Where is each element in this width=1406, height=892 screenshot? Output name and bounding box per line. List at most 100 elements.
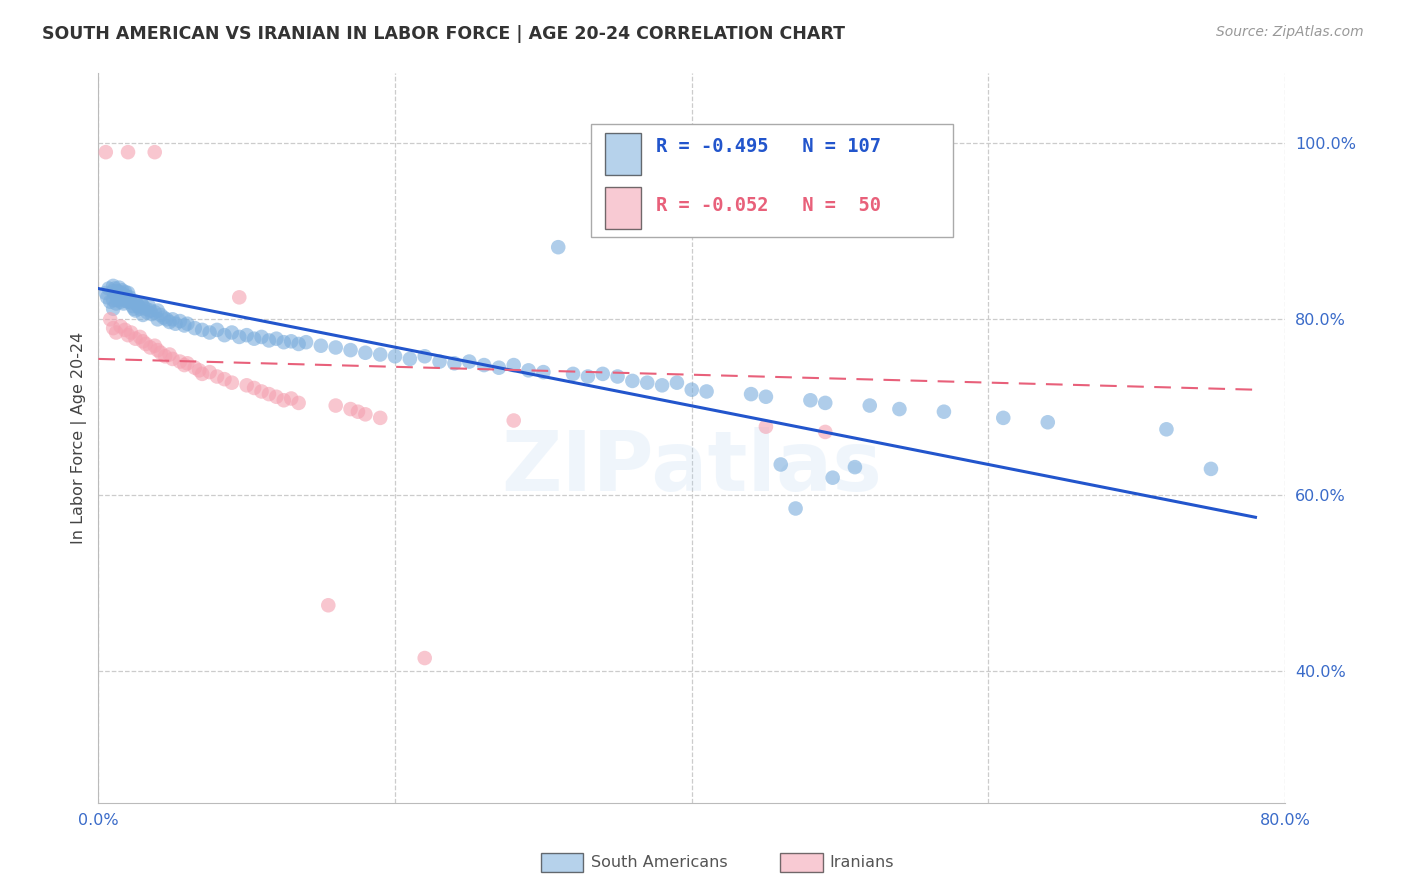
Point <box>108 289 131 303</box>
Text: SOUTH AMERICAN VS IRANIAN IN LABOR FORCE | AGE 20-24 CORRELATION CHART: SOUTH AMERICAN VS IRANIAN IN LABOR FORCE… <box>42 25 845 43</box>
FancyBboxPatch shape <box>605 187 641 229</box>
Point <box>135 301 157 316</box>
Point <box>354 408 377 422</box>
Point <box>117 285 139 300</box>
Point <box>162 312 184 326</box>
Point <box>250 330 273 344</box>
Point <box>266 332 288 346</box>
Point <box>413 651 436 665</box>
Text: Source: ZipAtlas.com: Source: ZipAtlas.com <box>1216 25 1364 39</box>
Point <box>146 303 169 318</box>
Text: ZIPatlas: ZIPatlas <box>502 426 882 508</box>
Point <box>347 405 370 419</box>
Point <box>295 335 318 350</box>
Point <box>531 365 554 379</box>
Point <box>103 284 125 298</box>
Point <box>146 312 169 326</box>
Point <box>110 319 132 334</box>
Point <box>368 347 391 361</box>
Point <box>184 360 207 375</box>
Point <box>108 280 131 294</box>
Point <box>725 219 748 234</box>
Point <box>155 312 177 326</box>
Point <box>740 387 762 401</box>
Point <box>429 354 451 368</box>
Point <box>250 384 273 399</box>
Point <box>1199 462 1222 476</box>
Point <box>235 378 257 392</box>
Point <box>152 310 174 325</box>
Point <box>125 296 148 310</box>
Point <box>665 376 688 390</box>
Point <box>98 312 121 326</box>
Point <box>173 358 195 372</box>
Point <box>785 501 807 516</box>
Point <box>110 294 132 309</box>
Point <box>169 354 191 368</box>
Point <box>162 351 184 366</box>
Point <box>859 399 882 413</box>
Point <box>149 308 172 322</box>
Point <box>257 334 280 348</box>
Point <box>993 410 1015 425</box>
Point <box>458 354 481 368</box>
Point <box>198 365 221 379</box>
Point <box>112 287 135 301</box>
Point <box>243 381 266 395</box>
Text: R = -0.495   N = 107: R = -0.495 N = 107 <box>657 137 882 156</box>
Point <box>132 334 155 349</box>
Point <box>755 390 778 404</box>
Point <box>235 328 257 343</box>
Point <box>110 285 132 300</box>
Point <box>1156 422 1178 436</box>
Point <box>889 402 911 417</box>
Point <box>384 349 406 363</box>
Point <box>111 283 134 297</box>
Point <box>103 321 125 335</box>
Point <box>121 299 143 313</box>
Point <box>173 318 195 333</box>
Point <box>844 460 866 475</box>
Point <box>104 281 127 295</box>
Point <box>96 290 118 304</box>
Point <box>94 145 117 160</box>
Point <box>114 323 136 337</box>
Point <box>266 390 288 404</box>
Point <box>413 349 436 363</box>
Point <box>122 301 145 316</box>
Point <box>128 301 150 316</box>
Point <box>141 307 163 321</box>
Point <box>132 299 155 313</box>
Point <box>472 358 495 372</box>
Point <box>105 287 128 301</box>
Point <box>176 356 198 370</box>
Point <box>769 458 792 472</box>
Point <box>221 376 243 390</box>
Point <box>280 392 302 406</box>
Point <box>128 330 150 344</box>
Point <box>139 303 162 318</box>
Point <box>169 314 191 328</box>
Point <box>205 369 228 384</box>
Point <box>198 326 221 340</box>
Point <box>576 369 599 384</box>
Point <box>205 323 228 337</box>
Point <box>146 343 169 358</box>
Point <box>127 299 149 313</box>
Point <box>592 367 614 381</box>
Point <box>115 289 138 303</box>
FancyBboxPatch shape <box>591 124 953 237</box>
Point <box>755 419 778 434</box>
Point <box>562 367 585 381</box>
Point <box>117 145 139 160</box>
Point <box>799 393 821 408</box>
Point <box>273 335 295 350</box>
Point <box>932 405 955 419</box>
Point <box>143 145 166 160</box>
Point <box>98 294 121 309</box>
Point <box>114 293 136 308</box>
Point <box>339 343 361 358</box>
Point <box>325 399 347 413</box>
Point <box>280 334 302 349</box>
Point <box>517 363 540 377</box>
